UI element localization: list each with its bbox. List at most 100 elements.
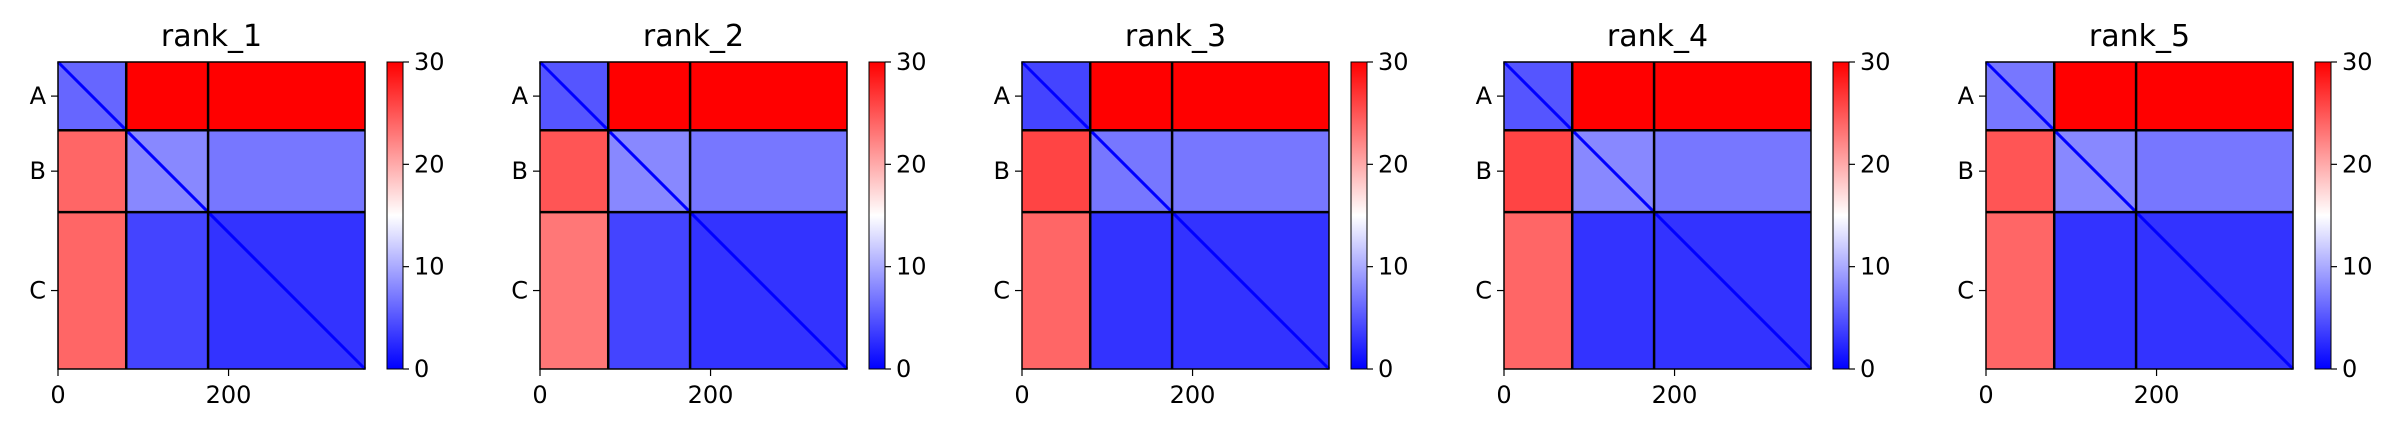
colorbar — [1350, 61, 1368, 370]
chain-label-C: C — [29, 277, 46, 305]
pae-block-C-B — [608, 212, 691, 369]
pae-block-A-C — [208, 62, 365, 131]
colorbar-tick-label: 30 — [2342, 48, 2373, 76]
chain-label-A: A — [1958, 82, 1975, 110]
pae-block-B-A — [1504, 130, 1573, 213]
x-tick-label: 0 — [1496, 381, 1511, 409]
pae-block-C-A — [1022, 212, 1091, 369]
pae-block-B-C — [1654, 130, 1811, 213]
pae-block-B-A — [58, 130, 127, 213]
panel-title: rank_5 — [2089, 19, 2190, 54]
pae-panel-3: rank_3 A B C 0 200 0 10 20 30 — [993, 19, 1408, 409]
colorbar — [1832, 61, 1850, 370]
axes-frame — [539, 61, 848, 370]
chain-label-A: A — [512, 82, 529, 110]
pae-panel-2: rank_2 A B C 0 200 0 10 20 30 — [511, 19, 926, 409]
chain-label-B: B — [512, 157, 528, 185]
pae-block-A-B — [1090, 62, 1173, 131]
colorbar-tick-label: 30 — [414, 48, 445, 76]
pae-panel-5: rank_5 A B C 0 200 0 10 20 30 — [1957, 19, 2372, 409]
axes-frame — [1985, 61, 2294, 370]
x-tick-label: 0 — [50, 381, 65, 409]
pae-block-B-C — [2136, 130, 2293, 213]
colorbar — [868, 61, 886, 370]
colorbar — [386, 61, 404, 370]
colorbar-tick-label: 0 — [414, 355, 429, 383]
pae-block-B-C — [1172, 130, 1329, 213]
pae-panel-1: rank_1 A B C 0 200 0 10 20 30 — [29, 19, 444, 409]
colorbar-tick-label: 0 — [1378, 355, 1393, 383]
colorbar — [2314, 61, 2332, 370]
panel-title: rank_4 — [1607, 19, 1708, 54]
chain-label-A: A — [994, 82, 1011, 110]
colorbar-tick-label: 10 — [1860, 253, 1891, 281]
colorbar-tick-label: 20 — [1378, 150, 1409, 178]
pae-block-A-C — [1654, 62, 1811, 131]
pae-block-B-C — [690, 130, 847, 213]
colorbar-tick-label: 0 — [896, 355, 911, 383]
colorbar-tick-label: 0 — [1860, 355, 1875, 383]
colorbar-tick-label: 20 — [896, 150, 927, 178]
pae-block-B-A — [1022, 130, 1091, 213]
chain-label-B: B — [1958, 157, 1974, 185]
chain-label-A: A — [1476, 82, 1493, 110]
pae-block-B-C — [208, 130, 365, 213]
pae-block-A-B — [126, 62, 209, 131]
axes-frame — [1503, 61, 1812, 370]
x-tick-label: 0 — [1014, 381, 1029, 409]
x-tick-label: 200 — [688, 381, 734, 409]
panel-title: rank_3 — [1125, 19, 1226, 54]
pae-block-A-C — [2136, 62, 2293, 131]
pae-block-C-B — [1572, 212, 1655, 369]
pae-block-C-A — [540, 212, 609, 369]
x-tick-label: 200 — [1170, 381, 1216, 409]
pae-diagonal — [1502, 60, 1813, 371]
colorbar-tick-label: 20 — [1860, 150, 1891, 178]
colorbar-tick-label: 10 — [2342, 253, 2373, 281]
x-tick-label: 200 — [206, 381, 252, 409]
x-tick-label: 200 — [2134, 381, 2180, 409]
pae-block-C-A — [1504, 212, 1573, 369]
pae-block-C-B — [126, 212, 209, 369]
colorbar-tick-label: 20 — [2342, 150, 2373, 178]
pae-block-A-B — [2054, 62, 2137, 131]
pae-block-B-A — [540, 130, 609, 213]
pae-diagonal — [56, 60, 367, 371]
x-tick-label: 0 — [532, 381, 547, 409]
pae-block-C-A — [58, 212, 127, 369]
pae-diagonal — [1020, 60, 1331, 371]
colorbar-tick-label: 30 — [1378, 48, 1409, 76]
pae-block-B-A — [1986, 130, 2055, 213]
panel-title: rank_2 — [643, 19, 744, 54]
chain-label-C: C — [993, 277, 1010, 305]
pae-block-C-B — [2054, 212, 2137, 369]
chain-label-B: B — [30, 157, 46, 185]
pae-panel-4: rank_4 A B C 0 200 0 10 20 30 — [1475, 19, 1890, 409]
colorbar-tick-label: 10 — [896, 253, 927, 281]
pae-block-A-B — [608, 62, 691, 131]
axes-frame — [57, 61, 366, 370]
axes-frame — [1021, 61, 1330, 370]
chain-label-C: C — [1957, 277, 1974, 305]
colorbar-tick-label: 10 — [414, 253, 445, 281]
colorbar-tick-label: 10 — [1378, 253, 1409, 281]
chain-label-A: A — [30, 82, 47, 110]
colorbar-tick-label: 0 — [2342, 355, 2357, 383]
colorbar-tick-label: 30 — [1860, 48, 1891, 76]
chain-label-C: C — [1475, 277, 1492, 305]
pae-block-C-A — [1986, 212, 2055, 369]
pae-block-C-B — [1090, 212, 1173, 369]
x-tick-label: 0 — [1978, 381, 1993, 409]
pae-block-A-C — [690, 62, 847, 131]
panel-title: rank_1 — [161, 19, 262, 54]
chain-label-C: C — [511, 277, 528, 305]
pae-block-A-B — [1572, 62, 1655, 131]
colorbar-tick-label: 30 — [896, 48, 927, 76]
chain-label-B: B — [994, 157, 1010, 185]
pae-diagonal — [1984, 60, 2295, 371]
colorbar-tick-label: 20 — [414, 150, 445, 178]
chain-label-B: B — [1476, 157, 1492, 185]
pae-diagonal — [538, 60, 849, 371]
pae-block-A-C — [1172, 62, 1329, 131]
